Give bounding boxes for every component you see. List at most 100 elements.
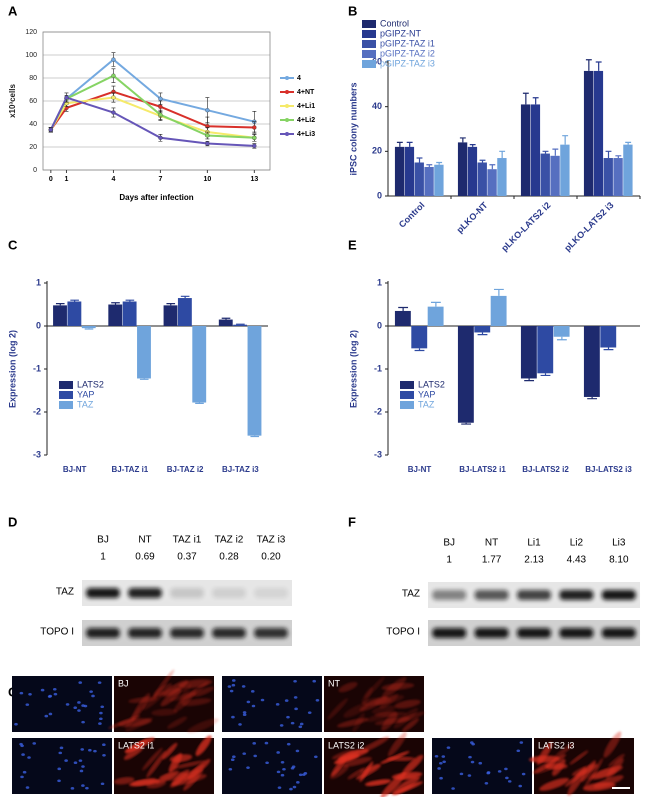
error-bar — [459, 137, 466, 143]
bar — [108, 304, 123, 326]
nucleus — [290, 721, 295, 725]
blot-band — [170, 588, 204, 598]
blot-band — [601, 590, 636, 600]
cell — [402, 717, 420, 732]
error-bar — [524, 378, 535, 382]
nucleus — [291, 765, 296, 769]
cell — [195, 735, 212, 756]
nucleus — [519, 741, 524, 744]
nucleus — [19, 691, 24, 695]
x-tick-label: 1 — [65, 176, 69, 183]
bar — [537, 326, 554, 374]
nucleus — [521, 772, 526, 776]
legend-marker — [285, 132, 289, 136]
y-tick-label: 40 — [29, 121, 37, 128]
nucleus — [22, 770, 27, 774]
nucleus — [252, 742, 257, 745]
bar — [411, 326, 428, 349]
nucleus — [98, 722, 102, 725]
blot-band — [86, 628, 120, 638]
error-bar — [556, 336, 567, 341]
cell — [128, 696, 158, 703]
nucleus — [93, 749, 97, 753]
nucleus — [100, 782, 105, 786]
nucleus — [276, 770, 281, 774]
nucleus — [242, 711, 247, 714]
x-tick-label: 7 — [158, 176, 162, 183]
nucleus — [303, 772, 308, 775]
nucleus — [516, 749, 521, 753]
nucleus — [99, 717, 103, 721]
nucleus — [246, 766, 250, 769]
nuclei-image — [222, 738, 322, 794]
lane-quantity: 1 — [446, 555, 452, 566]
series-line — [49, 74, 255, 139]
cell — [347, 768, 365, 780]
point — [64, 95, 69, 100]
cell — [591, 765, 623, 779]
image-label: LATS2 i3 — [538, 740, 574, 750]
lane-label: NT — [485, 538, 498, 549]
legend-label: TAZ — [418, 399, 435, 409]
cell — [535, 765, 558, 774]
nucleus — [28, 692, 32, 696]
error-bar — [479, 159, 486, 163]
y-tick-label: 20 — [372, 146, 382, 156]
nucleus — [264, 741, 269, 745]
nucleus — [78, 681, 83, 684]
nucleus — [470, 760, 475, 764]
error-bar — [166, 303, 176, 306]
x-tick-label: 13 — [250, 176, 258, 183]
bar — [434, 164, 444, 196]
legend-marker — [285, 118, 289, 122]
nucleus — [232, 755, 236, 758]
nucleus — [478, 761, 483, 765]
cell — [183, 768, 204, 791]
nucleus — [275, 703, 280, 706]
nucleus — [439, 776, 443, 780]
nucleus — [89, 690, 93, 693]
image-label: LATS2 i1 — [118, 740, 154, 750]
nucleus — [229, 689, 234, 693]
nucleus — [442, 760, 446, 764]
error-bar — [489, 164, 496, 170]
nucleus — [70, 787, 75, 790]
blot-band — [170, 628, 204, 638]
error-bar — [70, 299, 79, 302]
x-tick-label: BJ-NT — [63, 465, 87, 474]
cell — [552, 758, 566, 776]
bar — [600, 326, 617, 348]
legend-swatch — [400, 401, 414, 409]
cell — [402, 754, 424, 776]
nucleus — [292, 785, 297, 789]
legend-label: Control — [380, 18, 409, 28]
cell — [146, 750, 167, 778]
error-bar — [542, 150, 549, 154]
cell — [386, 756, 416, 762]
cell — [381, 677, 407, 699]
nucleus — [231, 683, 236, 687]
nucleus — [80, 748, 85, 751]
nucleus — [246, 700, 251, 704]
bar — [550, 155, 560, 196]
nucleus — [468, 755, 472, 759]
nucleus — [85, 786, 89, 790]
blot-band — [128, 628, 162, 638]
nuclei-image — [432, 738, 532, 794]
bar — [603, 158, 613, 196]
y-tick-label: 1 — [377, 277, 382, 287]
cell — [162, 680, 189, 696]
error-bar — [426, 164, 433, 167]
nucleus — [99, 711, 103, 715]
x-tick-label: BJ-TAZ i3 — [222, 465, 259, 474]
nucleus — [242, 752, 247, 755]
nucleus — [441, 755, 446, 758]
bar — [394, 310, 411, 326]
nucleus — [280, 760, 285, 764]
nucleus — [484, 782, 489, 785]
error-bar — [436, 161, 443, 165]
nucleus — [299, 722, 304, 726]
x-tick-label: BJ-LATS2 i3 — [585, 465, 632, 474]
blot-band — [212, 588, 246, 598]
lane-quantity: 2.13 — [524, 555, 544, 566]
